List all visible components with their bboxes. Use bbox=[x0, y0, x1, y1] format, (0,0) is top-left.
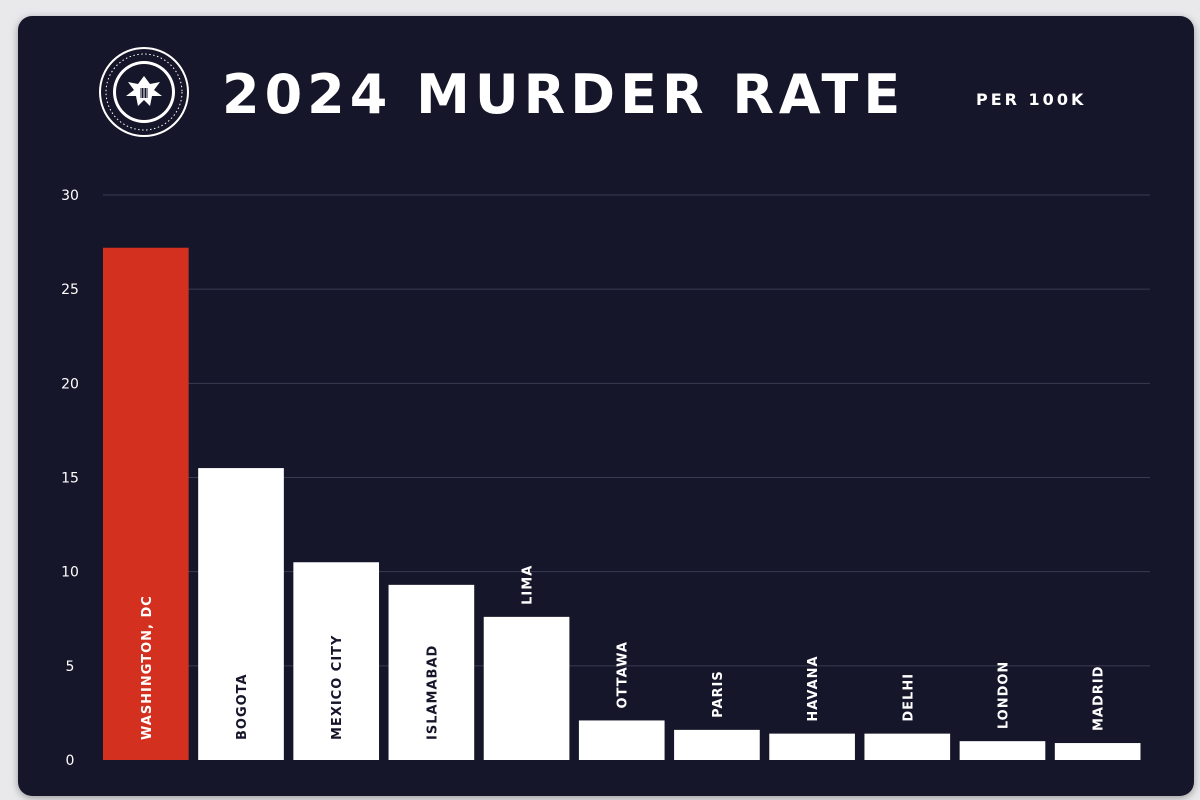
bar bbox=[959, 741, 1046, 760]
x-category-label: WASHINGTON, DC bbox=[140, 595, 155, 740]
x-category-label: MEXICO CITY bbox=[330, 635, 345, 740]
bar bbox=[293, 562, 380, 760]
y-tick-label: 10 bbox=[61, 565, 79, 581]
y-tick-label: 30 bbox=[61, 188, 79, 204]
x-category-label: MADRID bbox=[1092, 666, 1107, 731]
y-tick-label: 20 bbox=[61, 376, 79, 392]
bar bbox=[578, 720, 665, 760]
presidential-seal-icon bbox=[98, 46, 190, 142]
x-category-label: HAVANA bbox=[806, 655, 821, 721]
x-category-label: BOGOTA bbox=[235, 673, 250, 740]
bar bbox=[198, 468, 284, 760]
bar bbox=[1054, 743, 1141, 760]
bar bbox=[388, 584, 475, 760]
bar bbox=[864, 733, 951, 760]
x-category-label: LONDON bbox=[996, 661, 1011, 729]
bar bbox=[103, 247, 189, 760]
chart-title: 2024 MURDER RATE bbox=[222, 63, 906, 126]
y-tick-label: 0 bbox=[66, 753, 75, 769]
x-category-label: DELHI bbox=[901, 673, 916, 722]
chart-subtitle: PER 100K bbox=[976, 90, 1087, 109]
x-category-label: PARIS bbox=[711, 670, 726, 718]
y-tick-label: 15 bbox=[61, 471, 79, 487]
bar bbox=[769, 733, 855, 760]
x-category-label: LIMA bbox=[521, 565, 536, 605]
y-tick-label: 25 bbox=[61, 282, 79, 298]
x-category-label: ISLAMABAD bbox=[425, 645, 440, 740]
bar bbox=[674, 729, 760, 760]
y-tick-label: 5 bbox=[66, 659, 75, 675]
bar bbox=[483, 616, 570, 760]
x-category-label: OTTAWA bbox=[616, 641, 631, 708]
